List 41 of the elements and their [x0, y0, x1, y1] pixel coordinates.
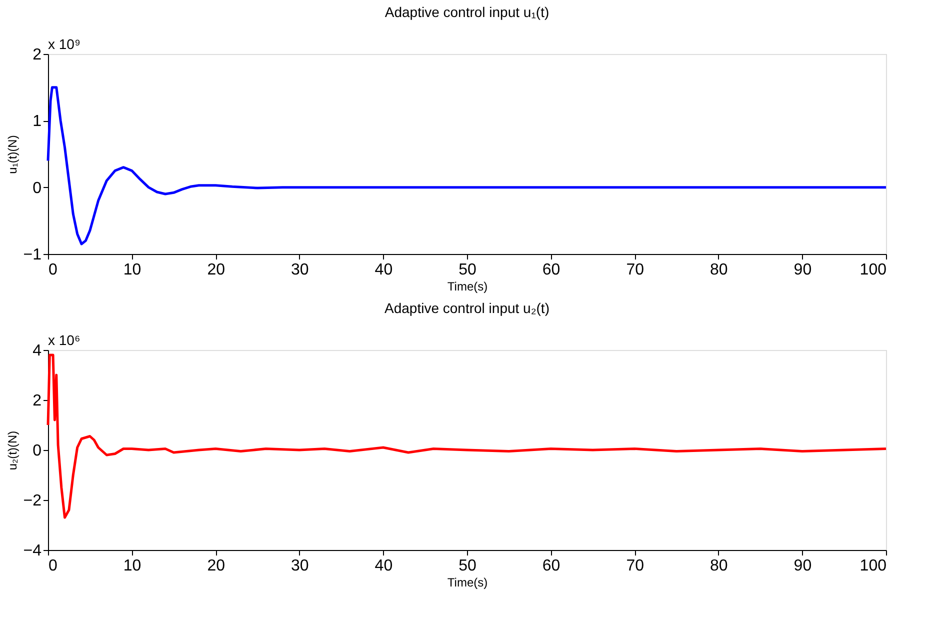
y-tick-label: 1: [32, 113, 42, 130]
x-axis-title: Time(s): [447, 576, 488, 590]
x-tick-label: 30: [291, 262, 309, 278]
x-tick-label: 60: [542, 558, 560, 574]
chart-title: Adaptive control input u₂(t): [384, 300, 550, 316]
x-tick-label: 80: [710, 262, 728, 278]
x-tick-label: 40: [374, 262, 393, 278]
x-tick-label: 20: [207, 558, 226, 574]
chart-title: Adaptive control input u₁(t): [384, 4, 550, 20]
y-axis-title: u₂(t)(N): [5, 430, 20, 470]
x-tick-label: 80: [710, 558, 728, 574]
x-tick-label: 20: [207, 262, 226, 278]
x-tick-label: 50: [458, 262, 476, 278]
y-tick-label: 0: [32, 442, 42, 460]
x-tick-label: 70: [626, 262, 644, 278]
y-tick-label: 0: [32, 180, 42, 197]
y-tick-label: 2: [32, 392, 42, 410]
y-tick-label: 2: [32, 46, 42, 64]
x-tick-label: 0: [48, 262, 58, 278]
x-tick-label: 70: [626, 558, 644, 574]
y-tick-label: −2: [23, 492, 42, 510]
x-axis-title: Time(s): [447, 280, 488, 294]
x-tick-label: 100: [860, 558, 887, 574]
x-tick-label: 0: [48, 558, 58, 574]
y-tick-label: 4: [32, 342, 42, 360]
text: x 10⁹: [48, 36, 80, 52]
x-tick-label: 60: [542, 262, 560, 278]
x-tick-label: 40: [374, 558, 393, 574]
x-tick-label: 90: [794, 262, 812, 278]
x-tick-label: 50: [458, 558, 476, 574]
x-tick-label: 90: [794, 558, 812, 574]
x-tick-label: 30: [291, 558, 309, 574]
y-tick-label: −1: [23, 246, 42, 264]
line-series: [46, 86, 888, 246]
line-series: [46, 354, 888, 519]
y-tick-label: −4: [23, 542, 42, 560]
text: x 10⁶: [48, 332, 80, 348]
y-axis-title: u₁(t)(N): [5, 135, 20, 174]
x-tick-label: 10: [123, 558, 142, 574]
x-tick-label: 10: [123, 262, 142, 278]
x-tick-label: 100: [860, 262, 887, 278]
